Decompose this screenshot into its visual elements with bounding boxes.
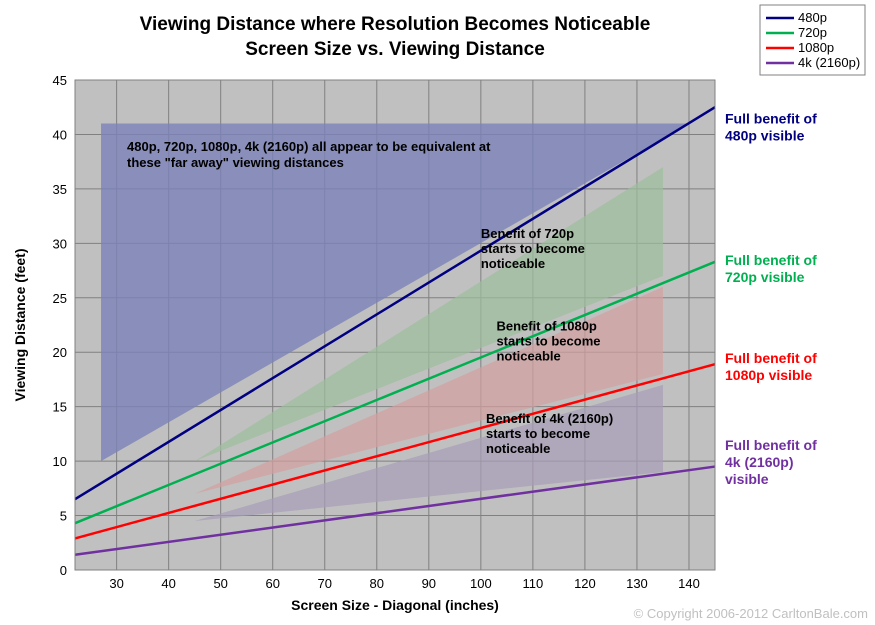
y-tick: 10 (53, 454, 67, 469)
chart-container: Viewing Distance where Resolution Become… (0, 0, 875, 625)
y-tick: 35 (53, 182, 67, 197)
x-tick: 110 (523, 576, 544, 591)
side-label-1080p: Full benefit of1080p visible (725, 350, 817, 383)
x-tick: 80 (370, 576, 384, 591)
x-tick: 60 (265, 576, 279, 591)
x-tick: 50 (213, 576, 227, 591)
chart-title-line1: Viewing Distance where Resolution Become… (140, 14, 651, 35)
y-tick: 45 (53, 73, 67, 88)
x-tick: 100 (470, 576, 492, 591)
legend: 480p720p1080p4k (2160p) (760, 5, 865, 75)
x-tick: 70 (318, 576, 332, 591)
x-tick: 40 (161, 576, 175, 591)
y-tick: 40 (53, 127, 67, 142)
x-axis-label: Screen Size - Diagonal (inches) (291, 597, 499, 613)
x-tick: 120 (574, 576, 596, 591)
legend-label: 4k (2160p) (798, 55, 860, 70)
legend-label: 480p (798, 10, 827, 25)
legend-label: 1080p (798, 40, 834, 55)
x-tick: 90 (422, 576, 436, 591)
copyright-text: © Copyright 2006-2012 CarltonBale.com (634, 606, 868, 621)
y-tick: 25 (53, 291, 67, 306)
x-tick: 130 (626, 576, 648, 591)
y-tick: 5 (60, 509, 67, 524)
side-label-720p: Full benefit of720p visible (725, 252, 817, 285)
legend-label: 720p (798, 25, 827, 40)
y-tick: 0 (60, 563, 67, 578)
y-tick: 30 (53, 236, 67, 251)
x-tick: 30 (109, 576, 123, 591)
side-label-480p: Full benefit of480p visible (725, 111, 817, 144)
x-tick: 140 (678, 576, 700, 591)
y-axis-label: Viewing Distance (feet) (12, 248, 28, 401)
y-tick: 15 (53, 400, 67, 415)
y-tick: 20 (53, 345, 67, 360)
chart-title-line2: Screen Size vs. Viewing Distance (245, 39, 545, 60)
